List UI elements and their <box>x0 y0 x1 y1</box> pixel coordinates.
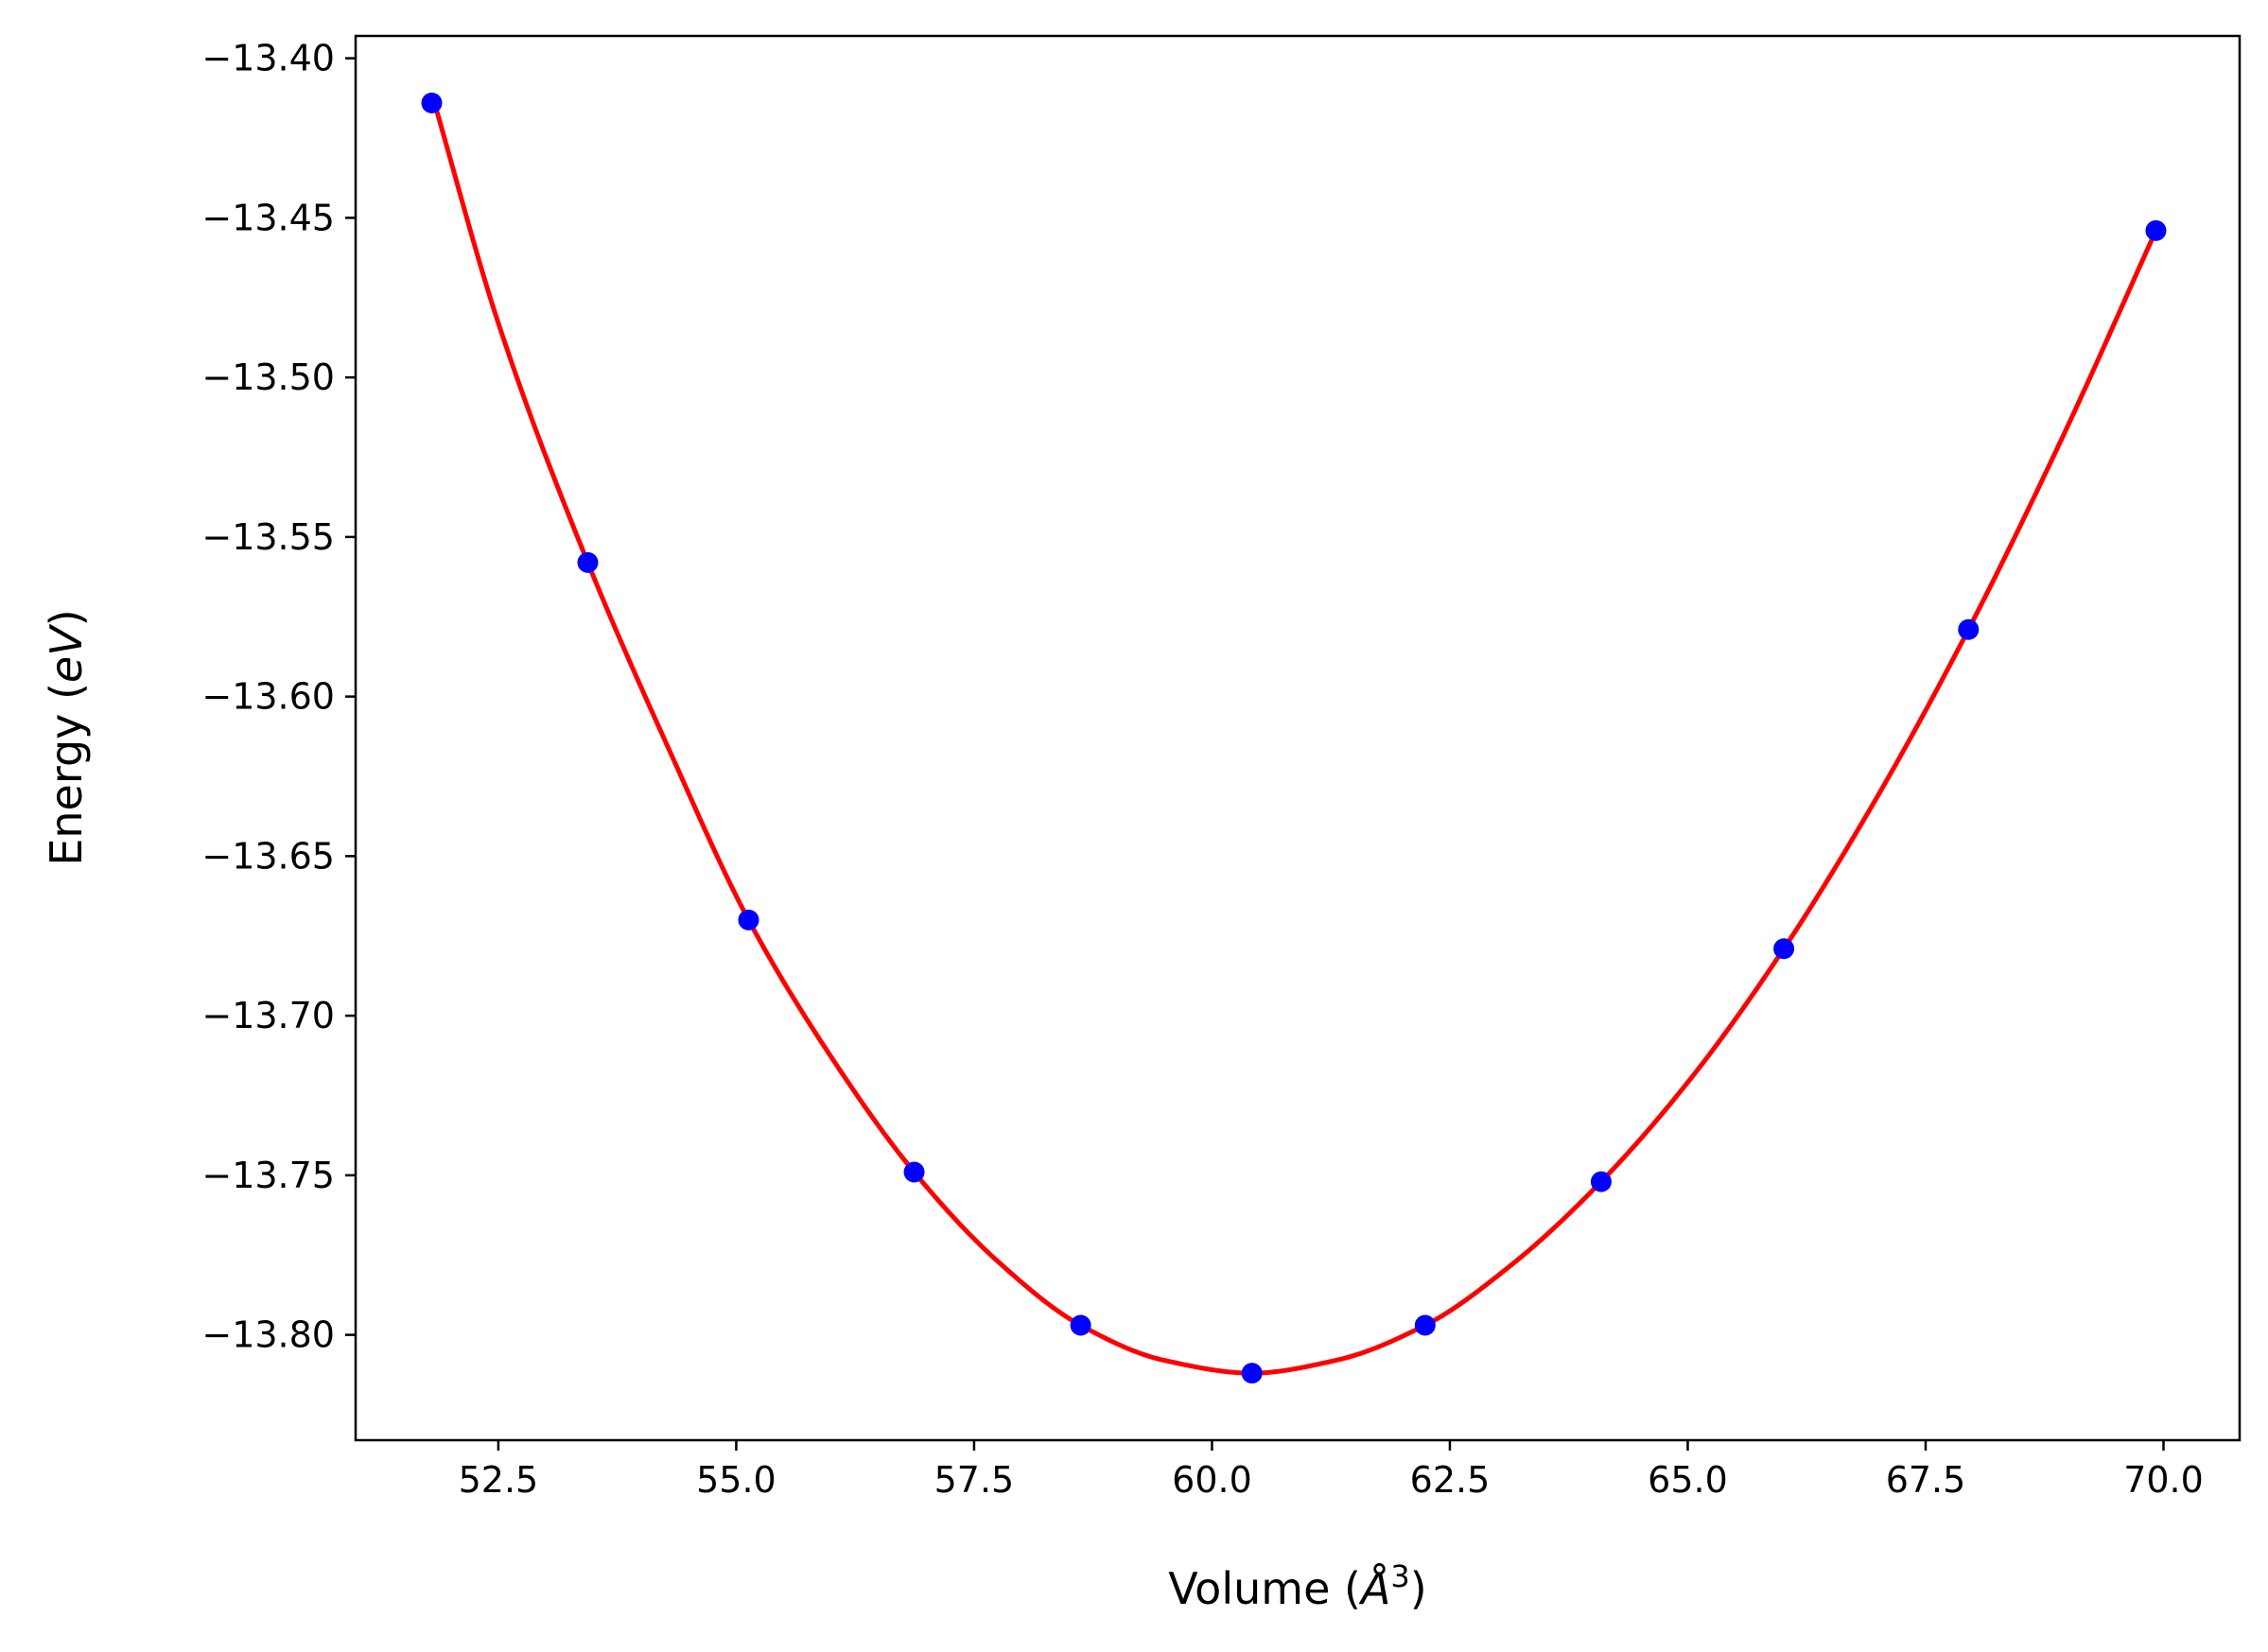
x-axis-title-close: ) <box>1410 1563 1427 1614</box>
x-tick-label: 67.5 <box>1886 1459 1966 1501</box>
y-tick-label: −13.40 <box>201 38 335 79</box>
data-point <box>903 1161 925 1183</box>
data-point <box>1773 938 1795 960</box>
y-axis-title-close: ) <box>41 609 92 626</box>
x-axis-title: Volume (Å3) <box>1168 1558 1426 1614</box>
data-point <box>577 551 599 573</box>
data-point <box>738 909 759 930</box>
data-point <box>1958 618 1980 640</box>
y-axis-title-text: Energy ( <box>41 683 92 866</box>
x-tick-label: 60.0 <box>1172 1459 1252 1501</box>
x-tick-label: 55.0 <box>696 1459 776 1501</box>
x-axis: 52.5 55.0 57.5 60.0 62.5 65.0 67.5 70.0 <box>459 1440 2204 1501</box>
y-tick-label: −13.75 <box>201 1155 335 1196</box>
axes-frame <box>354 34 2242 1442</box>
y-tick-label: −13.80 <box>201 1314 335 1356</box>
data-point <box>1590 1171 1612 1192</box>
y-axis-title: Energy (eV) <box>41 609 92 865</box>
y-axis-title-symbol: eV <box>41 623 92 683</box>
x-tick-label: 65.0 <box>1648 1459 1728 1501</box>
data-point <box>1241 1363 1263 1384</box>
y-tick-label: −13.45 <box>201 197 335 238</box>
data-points <box>421 92 2167 1384</box>
x-axis-title-power: 3 <box>1390 1558 1409 1594</box>
plot-area <box>421 92 2167 1384</box>
data-point <box>421 92 443 113</box>
x-tick-label: 57.5 <box>934 1459 1015 1501</box>
x-axis-title-text: Volume ( <box>1168 1563 1361 1614</box>
y-tick-label: −13.50 <box>201 356 335 398</box>
y-tick-label: −13.60 <box>201 676 335 718</box>
x-tick-label: 62.5 <box>1410 1459 1491 1501</box>
y-axis: −13.40 −13.45 −13.50 −13.55 −13.60 −13.65 −13.… <box>201 38 356 1356</box>
x-tick-label: 70.0 <box>2123 1459 2204 1501</box>
data-point <box>2145 219 2167 241</box>
data-point <box>1414 1314 1436 1336</box>
y-tick-label: −13.70 <box>201 995 335 1036</box>
data-point <box>1070 1314 1091 1336</box>
y-tick-label: −13.65 <box>201 835 335 877</box>
x-tick-label: 52.5 <box>459 1459 539 1501</box>
y-tick-label: −13.55 <box>201 516 335 558</box>
x-axis-title-symbol: Å <box>1358 1563 1390 1614</box>
